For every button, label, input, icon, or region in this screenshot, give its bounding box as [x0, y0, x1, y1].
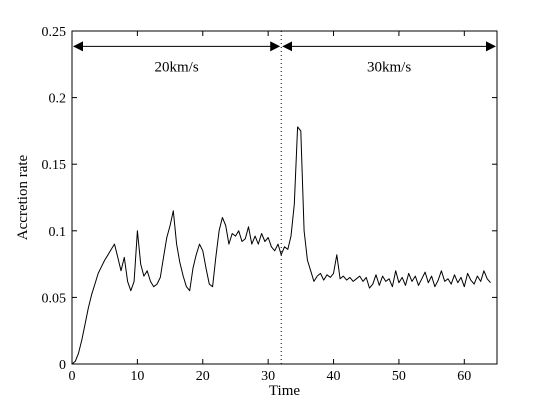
- velocity-range-label: 20km/s: [155, 59, 199, 75]
- plot-frame: [71, 30, 498, 365]
- y-tick-label: 0.05: [42, 291, 67, 306]
- y-axis-title: Accretion rate: [15, 154, 31, 240]
- x-tick-label: 20: [196, 369, 210, 384]
- y-tick-label: 0.15: [42, 158, 67, 173]
- accretion-rate-line: [71, 126, 491, 365]
- x-axis-title: Time: [269, 383, 300, 399]
- x-tick-label: 30: [261, 369, 275, 384]
- annotations: 20km/s 30km/s: [73, 41, 496, 75]
- x-tick-label: 50: [392, 369, 406, 384]
- y-axis-ticks: 0 0.05 0.1 0.15 0.2 0.25: [42, 25, 497, 373]
- x-tick-label: 40: [327, 369, 341, 384]
- x-tick-label: 60: [457, 369, 471, 384]
- y-tick-label: 0.25: [42, 25, 67, 40]
- y-tick-label: 0.1: [49, 225, 67, 240]
- x-axis-ticks: 0 10 20 30 40 50 60: [69, 31, 471, 384]
- x-tick-label: 10: [130, 369, 144, 384]
- velocity-range-label: 30km/s: [367, 59, 411, 75]
- y-tick-label: 0.2: [49, 92, 67, 107]
- x-tick-label: 0: [69, 369, 76, 384]
- y-tick-label: 0: [59, 358, 66, 373]
- data-lines: [71, 31, 491, 365]
